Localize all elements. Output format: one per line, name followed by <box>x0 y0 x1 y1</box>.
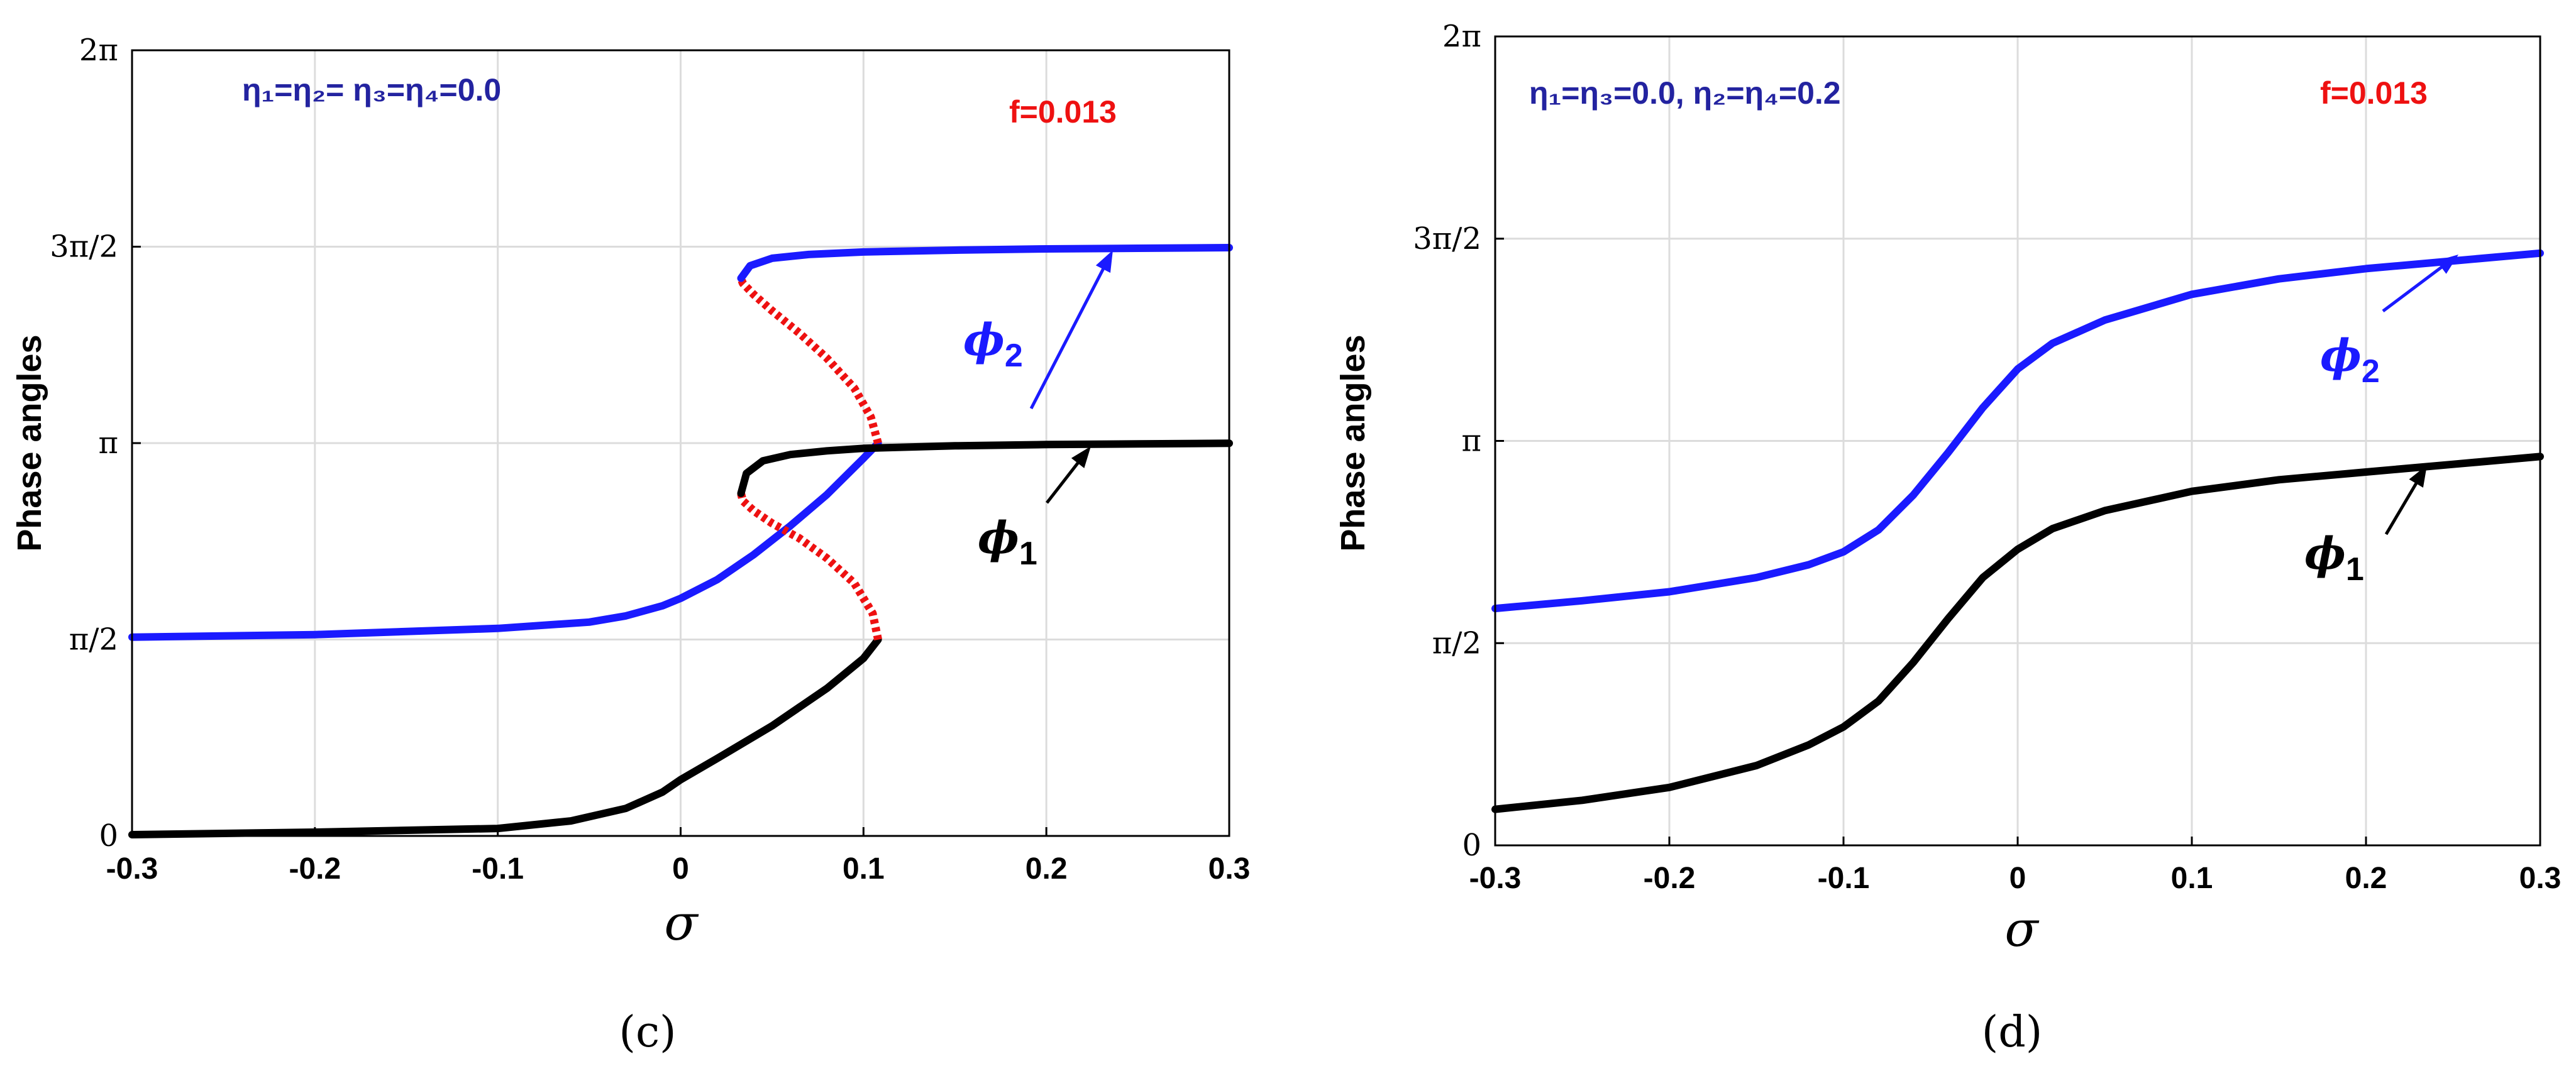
y-tick-label: 0 <box>99 818 118 854</box>
series-line <box>737 439 1233 497</box>
y-tick-label: π/2 <box>69 622 118 657</box>
y-tick-label: 3π/2 <box>1413 221 1481 256</box>
series-line <box>128 635 882 838</box>
parameter-annotation: η₁=η₃=0.0, η₂=η₄=0.2 <box>1529 75 1841 111</box>
plot-frame <box>131 49 1230 837</box>
y-tick-label: 2π <box>79 33 118 68</box>
x-tick-label: -0.2 <box>1644 862 1696 895</box>
curve-label: ϕ2 <box>2320 329 2380 390</box>
curve-label: ϕ1 <box>978 512 1037 572</box>
arrow-head <box>1071 446 1091 468</box>
x-axis-label: σ <box>2004 901 2039 958</box>
x-tick-label: 0 <box>2009 862 2026 895</box>
x-tick-label: 0 <box>672 852 689 886</box>
arrow-line <box>2382 260 2451 313</box>
x-tick-label: -0.3 <box>106 852 158 886</box>
x-tick-label: -0.3 <box>1469 862 1522 895</box>
y-tick-label: 2π <box>1442 19 1481 54</box>
y-tick-label: π/2 <box>1432 625 1481 661</box>
series-line <box>737 244 1233 282</box>
arrow-line <box>1029 259 1109 410</box>
x-tick-label: 0.3 <box>1208 852 1251 886</box>
x-tick-labels: -0.3 -0.2 -0.1 0 0.1 0.2 0.3 <box>106 852 1251 886</box>
series-group <box>1491 249 2544 813</box>
x-tick-label: 0.2 <box>2345 862 2387 895</box>
y-axis-label: Phase angles <box>1334 334 1372 551</box>
curve-labels: ϕ2 ϕ1 <box>2304 255 2458 588</box>
arrow-head <box>1095 250 1113 273</box>
x-tick-labels: -0.3 -0.2 -0.1 0 0.1 0.2 0.3 <box>1469 862 2562 895</box>
y-tick-label: π <box>98 426 118 461</box>
force-annotation: f=0.013 <box>2320 75 2428 111</box>
series-line <box>737 492 882 641</box>
arrow-head <box>2436 255 2458 274</box>
x-tick-label: -0.2 <box>289 852 341 886</box>
panel-caption: (c) <box>619 1008 676 1057</box>
series-line <box>1491 249 2544 613</box>
y-tick-label: 3π/2 <box>50 229 118 265</box>
arrow-line <box>1046 454 1085 504</box>
y-tick-labels: 0 π/2 π 3π/2 2π <box>50 33 118 854</box>
curve-label: ϕ1 <box>2304 527 2364 588</box>
y-tick-labels: 0 π/2 π 3π/2 2π <box>1413 19 1481 863</box>
curve-label: ϕ2 <box>963 314 1023 374</box>
y-tick-label: 0 <box>1462 828 1481 863</box>
panel-caption: (d) <box>1982 1008 2043 1057</box>
x-tick-label: 0.1 <box>2171 862 2213 895</box>
arrow-line <box>2384 474 2423 536</box>
plot-frame <box>1494 35 2541 847</box>
series-line <box>128 439 882 641</box>
series-group <box>128 244 1233 838</box>
x-tick-label: 0.2 <box>1025 852 1068 886</box>
x-axis-label: σ <box>664 895 699 952</box>
y-tick-label: π <box>1461 424 1481 459</box>
x-tick-label: -0.1 <box>472 852 524 886</box>
y-axis-label: Phase angles <box>11 334 48 551</box>
panel-c: -0.3 -0.2 -0.1 0 0.1 0.2 0.3 0 π/2 π 3π/2 2π Phase… <box>11 33 1250 1057</box>
panel-d: -0.3 -0.2 -0.1 0 0.1 0.2 0.3 0 π/2 π 3π/2 2π Phase… <box>1334 19 2561 1057</box>
series-line <box>1491 453 2544 813</box>
force-annotation: f=0.013 <box>1009 94 1117 129</box>
x-tick-label: -0.1 <box>1818 862 1870 895</box>
grid <box>1494 35 2541 847</box>
series-line <box>737 277 882 445</box>
curve-labels: ϕ2 ϕ1 <box>963 250 1113 572</box>
arrow-head <box>2409 465 2427 488</box>
x-tick-label: 0.1 <box>843 852 885 886</box>
x-tick-label: 0.3 <box>2519 862 2562 895</box>
parameter-annotation: η₁=η₂= η₃=η₄=0.0 <box>242 72 501 107</box>
